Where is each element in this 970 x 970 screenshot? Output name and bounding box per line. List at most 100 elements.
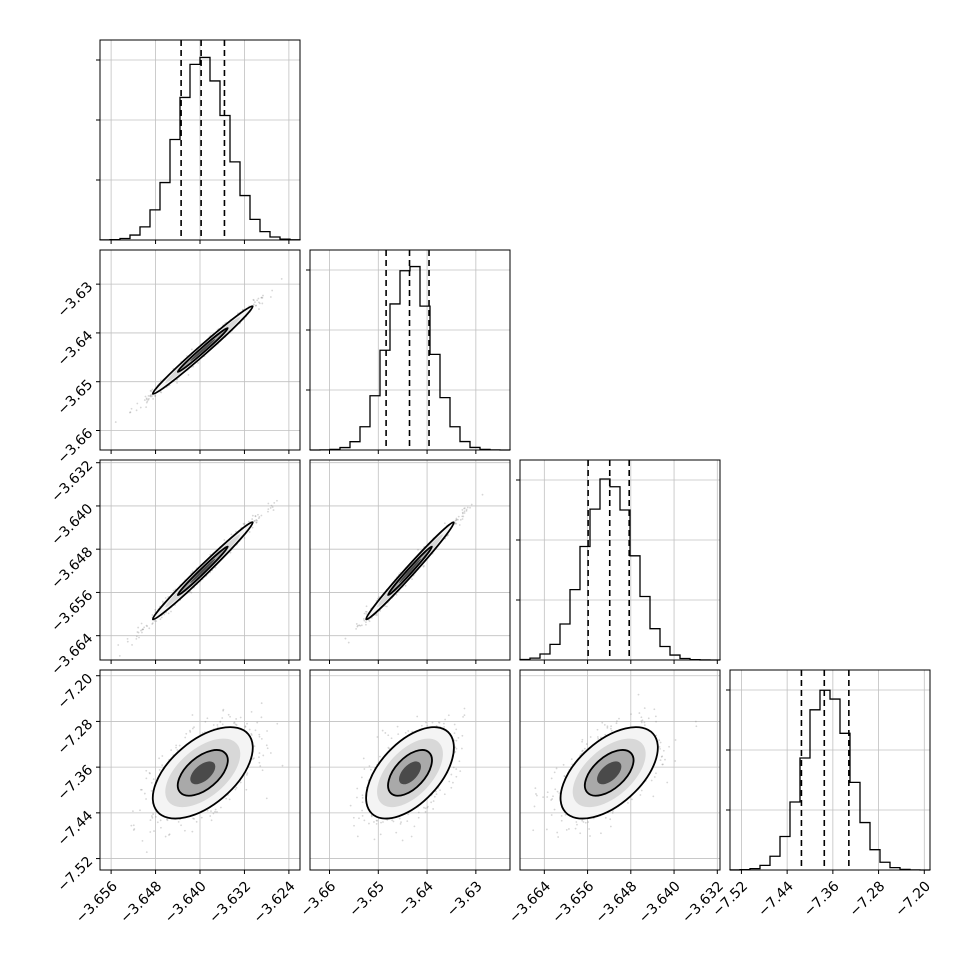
sample-point [131,644,133,646]
sample-point [222,709,225,712]
sample-point [154,815,157,818]
sample-point [149,395,152,398]
sample-point [398,817,401,820]
sample-point [426,725,429,727]
histogram-panel-4 [726,669,931,874]
sample-point [455,522,458,525]
sample-point [180,824,182,827]
sample-point [153,619,156,622]
sample-point [172,589,175,592]
sample-point [192,365,194,368]
sample-point [404,731,407,734]
sample-point [365,621,367,624]
sample-point [145,624,148,627]
sample-point [258,752,261,754]
sample-point [463,512,466,514]
sample-point [177,820,180,823]
sample-point [462,515,465,518]
sample-point [257,513,259,516]
sample-point [141,631,143,634]
sample-point [422,565,425,568]
sample-point [244,725,247,728]
sample-point [609,818,612,821]
sample-point [243,537,246,539]
sample-point [455,519,458,521]
sample-point [139,809,141,812]
sample-point [140,788,143,791]
sample-point [149,772,151,775]
sample-point [252,758,254,760]
sample-point [151,622,154,625]
sample-point [368,822,370,825]
sample-point [481,493,484,496]
sample-point [126,640,129,643]
sample-point [142,628,144,631]
sample-point [438,721,441,724]
sample-point [145,397,148,400]
sample-point [147,397,150,400]
sample-point [230,533,233,536]
sample-point [256,721,259,724]
panel-border [309,669,511,871]
sample-point [260,702,263,705]
sample-point [443,522,446,525]
sample-point [387,734,390,737]
sample-point [267,502,270,505]
sample-point [258,516,261,518]
sample-point [229,551,232,554]
sample-point [219,720,222,723]
sample-point [652,795,655,798]
sample-point [435,790,437,793]
histogram-panel-2 [306,249,511,454]
sample-point [219,720,222,723]
sample-point [193,726,195,729]
density-level [190,558,216,583]
sample-point [258,761,261,764]
sample-point [376,597,379,600]
sample-point [557,836,560,838]
sample-point [185,732,188,735]
sample-point [455,768,458,770]
sample-point [465,509,468,512]
sample-point [158,757,161,760]
sample-point [156,821,159,824]
sample-point [395,593,398,596]
sample-point [606,725,609,728]
histogram-steps [729,689,931,871]
sample-point [426,806,429,809]
sample-point [260,716,263,719]
sample-point [184,736,187,739]
sample-point [356,796,358,799]
sample-point [145,798,147,800]
sample-point [432,800,435,802]
sample-point [361,794,364,797]
histogram-panel-3 [516,459,721,664]
sample-point [234,788,237,791]
sample-point [261,302,264,305]
sample-point [143,626,146,629]
sample-point [255,521,258,524]
contour-line [151,521,254,621]
sample-point [581,750,584,752]
panel-border [519,459,721,661]
sample-point [117,644,120,646]
sample-point [212,724,215,726]
sample-point [664,758,666,761]
sample-point [443,793,446,796]
sample-point [381,729,384,732]
sample-point [151,623,154,625]
sample-point [151,816,154,819]
sample-point [356,835,359,838]
contour-line [176,749,229,797]
sample-point [369,768,372,771]
sample-point [384,605,387,608]
sample-point [206,809,209,812]
sample-point [452,781,454,784]
scatter-panel-4-2 [309,669,511,874]
sample-point [280,278,283,280]
sample-point [443,725,446,728]
sample-point [239,716,242,719]
sample-point [175,746,177,749]
sample-point [239,781,242,784]
sample-point [221,717,224,719]
